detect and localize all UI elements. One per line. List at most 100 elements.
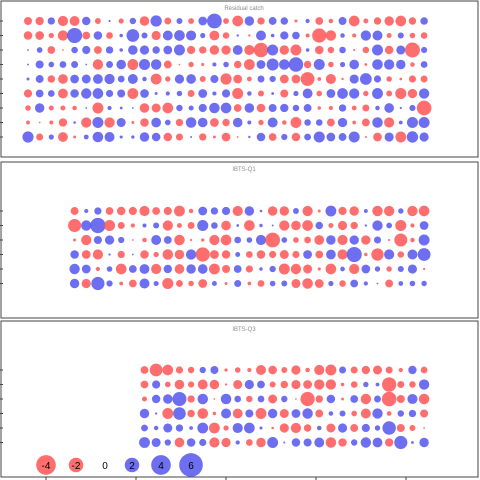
residual-bubble — [92, 102, 104, 114]
residual-bubble — [188, 105, 194, 111]
residual-bubble — [116, 59, 126, 70]
residual-bubble — [93, 46, 102, 54]
residual-bubble — [81, 74, 91, 84]
residual-bubble — [353, 48, 356, 52]
residual-bubble — [279, 59, 290, 70]
residual-bubble — [119, 33, 123, 38]
residual-bubble — [71, 60, 79, 69]
residual-bubble — [384, 438, 394, 447]
residual-bubble — [386, 33, 392, 38]
residual-bubble — [200, 32, 206, 39]
residual-bubble — [162, 30, 173, 41]
bubbles-ibts-q1 — [68, 205, 431, 291]
residual-bubble — [317, 267, 321, 271]
residual-bubble — [349, 59, 360, 70]
residual-bubble — [209, 379, 220, 390]
residual-bubble — [302, 88, 313, 99]
residual-bubble — [395, 219, 407, 232]
residual-bubble — [244, 103, 255, 113]
residual-bubble — [316, 90, 323, 97]
residual-bubble — [291, 220, 301, 231]
residual-bubble — [325, 73, 336, 85]
residual-bubble — [271, 92, 275, 95]
residual-bubble — [291, 74, 301, 84]
residual-bubble — [419, 132, 429, 142]
residual-bubble — [410, 237, 415, 243]
residual-bubble — [271, 224, 274, 227]
residual-bubble — [312, 28, 327, 43]
residual-bubble — [222, 118, 230, 127]
residual-bubble — [206, 13, 222, 29]
residual-bubble — [128, 279, 137, 288]
residual-bubble — [409, 381, 416, 388]
residual-bubble — [198, 89, 208, 98]
residual-bubble — [257, 17, 265, 25]
residual-bubble — [397, 410, 405, 417]
residual-bubble — [176, 104, 183, 112]
residual-bubble — [397, 251, 405, 258]
residual-bubble — [269, 265, 276, 273]
residual-bubble — [281, 395, 288, 403]
residual-bubble — [139, 408, 150, 419]
residual-bubble — [341, 77, 344, 81]
residual-bubble — [108, 19, 111, 23]
residual-bubble — [361, 235, 371, 245]
residual-bubble — [399, 106, 402, 110]
residual-bubble — [93, 235, 102, 245]
residual-bubble — [360, 30, 371, 41]
residual-bubble — [373, 17, 382, 25]
residual-bubble — [338, 206, 347, 216]
residual-bubble — [232, 15, 244, 27]
residual-bubble — [302, 278, 313, 289]
residual-bubble — [305, 33, 310, 38]
residual-bubble — [291, 365, 301, 375]
residual-bubble — [105, 46, 114, 54]
residual-bubble — [257, 280, 265, 287]
residual-bubble — [265, 232, 281, 248]
residual-bubble — [164, 17, 172, 25]
residual-bubble — [257, 90, 265, 97]
residual-bubble — [163, 236, 172, 244]
residual-bubble — [291, 132, 301, 142]
residual-bubble — [385, 366, 393, 374]
residual-bubble — [338, 104, 347, 112]
residual-bubble — [259, 223, 263, 228]
residual-bubble — [186, 74, 196, 84]
residual-bubble — [295, 398, 297, 400]
residual-bubble — [395, 87, 407, 100]
residual-bubble — [303, 380, 312, 389]
residual-bubble — [386, 76, 392, 82]
residual-bubble — [82, 16, 91, 26]
residual-bubble — [82, 31, 91, 40]
residual-bubble — [198, 103, 207, 113]
legend-label: 4 — [158, 461, 164, 472]
residual-bubble — [155, 412, 158, 415]
residual-bubble — [233, 104, 242, 112]
residual-bubble — [119, 135, 123, 139]
residual-bubble — [291, 438, 301, 447]
residual-bubble — [138, 58, 151, 71]
residual-bubble — [268, 133, 277, 141]
residual-bubble — [176, 18, 183, 24]
residual-bubble — [232, 117, 243, 128]
residual-bubble — [176, 223, 182, 228]
residual-bubble — [280, 17, 289, 25]
residual-bubble — [363, 90, 369, 97]
residual-bubble — [154, 92, 158, 95]
residual-bubble — [107, 105, 112, 111]
residual-bubble — [375, 382, 380, 387]
residual-bubble — [175, 366, 184, 374]
residual-bubble — [361, 423, 370, 433]
residual-bubble — [106, 266, 113, 272]
residual-bubble — [210, 250, 219, 259]
residual-bubble — [224, 282, 228, 285]
residual-bubble — [92, 131, 104, 143]
residual-bubble — [395, 15, 407, 27]
residual-bubble — [407, 393, 418, 405]
residual-bubble — [142, 223, 147, 228]
residual-bubble — [150, 59, 162, 70]
residual-bubble — [283, 441, 286, 444]
residual-bubble — [352, 120, 357, 125]
residual-bubble — [350, 366, 358, 374]
